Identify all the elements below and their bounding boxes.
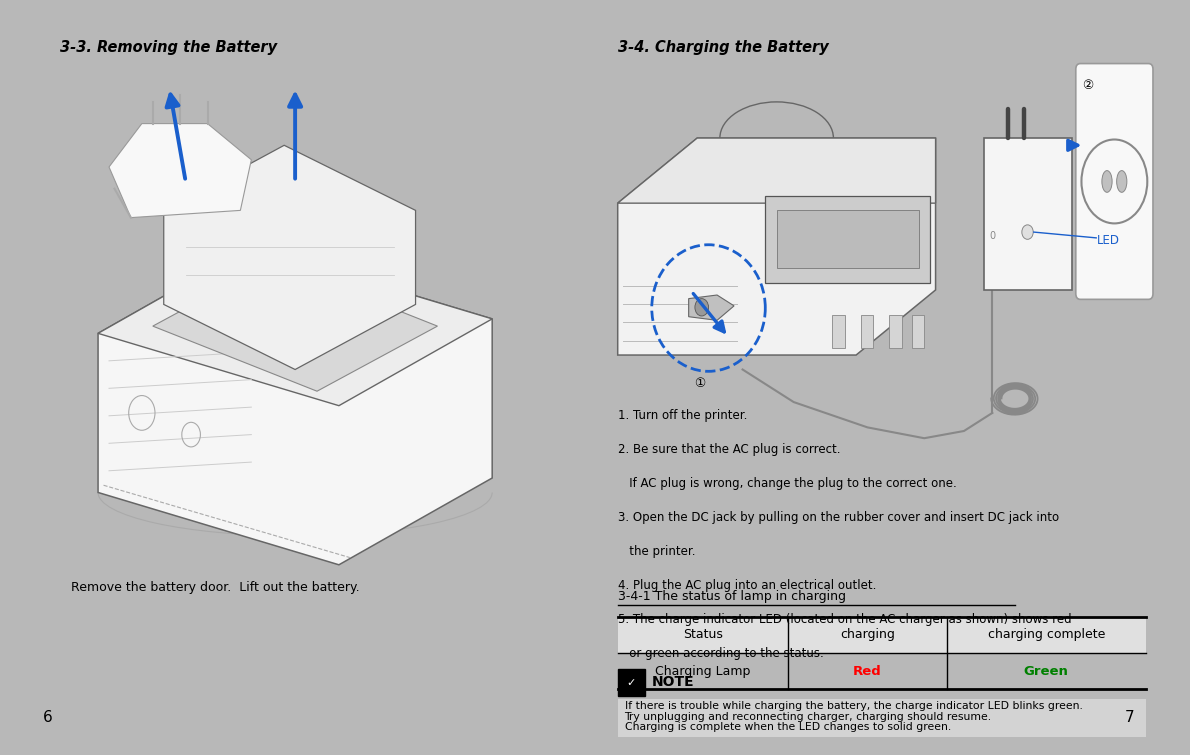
Polygon shape	[618, 138, 935, 355]
Bar	[618, 699, 1146, 737]
Polygon shape	[98, 247, 493, 405]
Bar	[984, 138, 1072, 290]
Polygon shape	[98, 247, 493, 565]
Bar	[618, 669, 645, 696]
Text: charging: charging	[840, 628, 895, 642]
FancyBboxPatch shape	[1076, 63, 1153, 299]
Text: or green according to the status.: or green according to the status.	[618, 647, 823, 661]
Text: Charging is complete when the LED changes to solid green.: Charging is complete when the LED change…	[625, 723, 951, 732]
Ellipse shape	[1102, 171, 1113, 193]
Polygon shape	[765, 196, 929, 282]
Text: 2. Be sure that the AC plug is correct.: 2. Be sure that the AC plug is correct.	[618, 443, 840, 456]
Text: charging complete: charging complete	[988, 628, 1106, 642]
Text: Charging Lamp: Charging Lamp	[656, 664, 751, 678]
Polygon shape	[689, 295, 734, 320]
Bar	[889, 316, 902, 348]
Ellipse shape	[1116, 171, 1127, 193]
Text: If there is trouble while charging the battery, the charge indicator LED blinks : If there is trouble while charging the b…	[625, 701, 1083, 710]
Text: 3. Open the DC jack by pulling on the rubber cover and insert DC jack into: 3. Open the DC jack by pulling on the ru…	[618, 511, 1059, 524]
Polygon shape	[109, 124, 251, 217]
Text: LED: LED	[1097, 234, 1120, 248]
Text: Red: Red	[853, 664, 882, 678]
Polygon shape	[777, 211, 919, 268]
Text: 3-4. Charging the Battery: 3-4. Charging the Battery	[618, 40, 828, 54]
Text: 7: 7	[1125, 710, 1134, 726]
Text: ✓: ✓	[627, 678, 635, 688]
Text: 3-3. Removing the Battery: 3-3. Removing the Battery	[60, 40, 277, 54]
Polygon shape	[618, 138, 935, 203]
Bar	[832, 316, 845, 348]
Text: 0: 0	[990, 231, 996, 241]
Bar	[860, 316, 873, 348]
Text: 3-4-1 The status of lamp in charging: 3-4-1 The status of lamp in charging	[618, 590, 846, 603]
Text: ②: ②	[1082, 79, 1094, 92]
Bar	[912, 316, 925, 348]
Text: 5. The charge indicator LED (located on the AC charger as shown) shows red: 5. The charge indicator LED (located on …	[618, 613, 1071, 626]
Text: Green: Green	[1023, 664, 1069, 678]
Polygon shape	[152, 261, 438, 391]
Circle shape	[1022, 225, 1033, 239]
Text: NOTE: NOTE	[652, 675, 695, 689]
Text: Status: Status	[683, 628, 722, 642]
Text: Remove the battery door.  Lift out the battery.: Remove the battery door. Lift out the ba…	[70, 581, 359, 593]
Text: Try unplugging and reconnecting charger, charging should resume.: Try unplugging and reconnecting charger,…	[625, 712, 991, 722]
Text: 1. Turn off the printer.: 1. Turn off the printer.	[618, 409, 747, 422]
Polygon shape	[164, 145, 415, 369]
Text: 6: 6	[43, 710, 54, 726]
Text: the printer.: the printer.	[618, 545, 695, 558]
Text: If AC plug is wrong, change the plug to the correct one.: If AC plug is wrong, change the plug to …	[618, 477, 957, 490]
Text: 4. Plug the AC plug into an electrical outlet.: 4. Plug the AC plug into an electrical o…	[618, 579, 876, 592]
Text: ①: ①	[695, 378, 706, 390]
Bar	[618, 617, 1146, 653]
Circle shape	[695, 299, 708, 316]
